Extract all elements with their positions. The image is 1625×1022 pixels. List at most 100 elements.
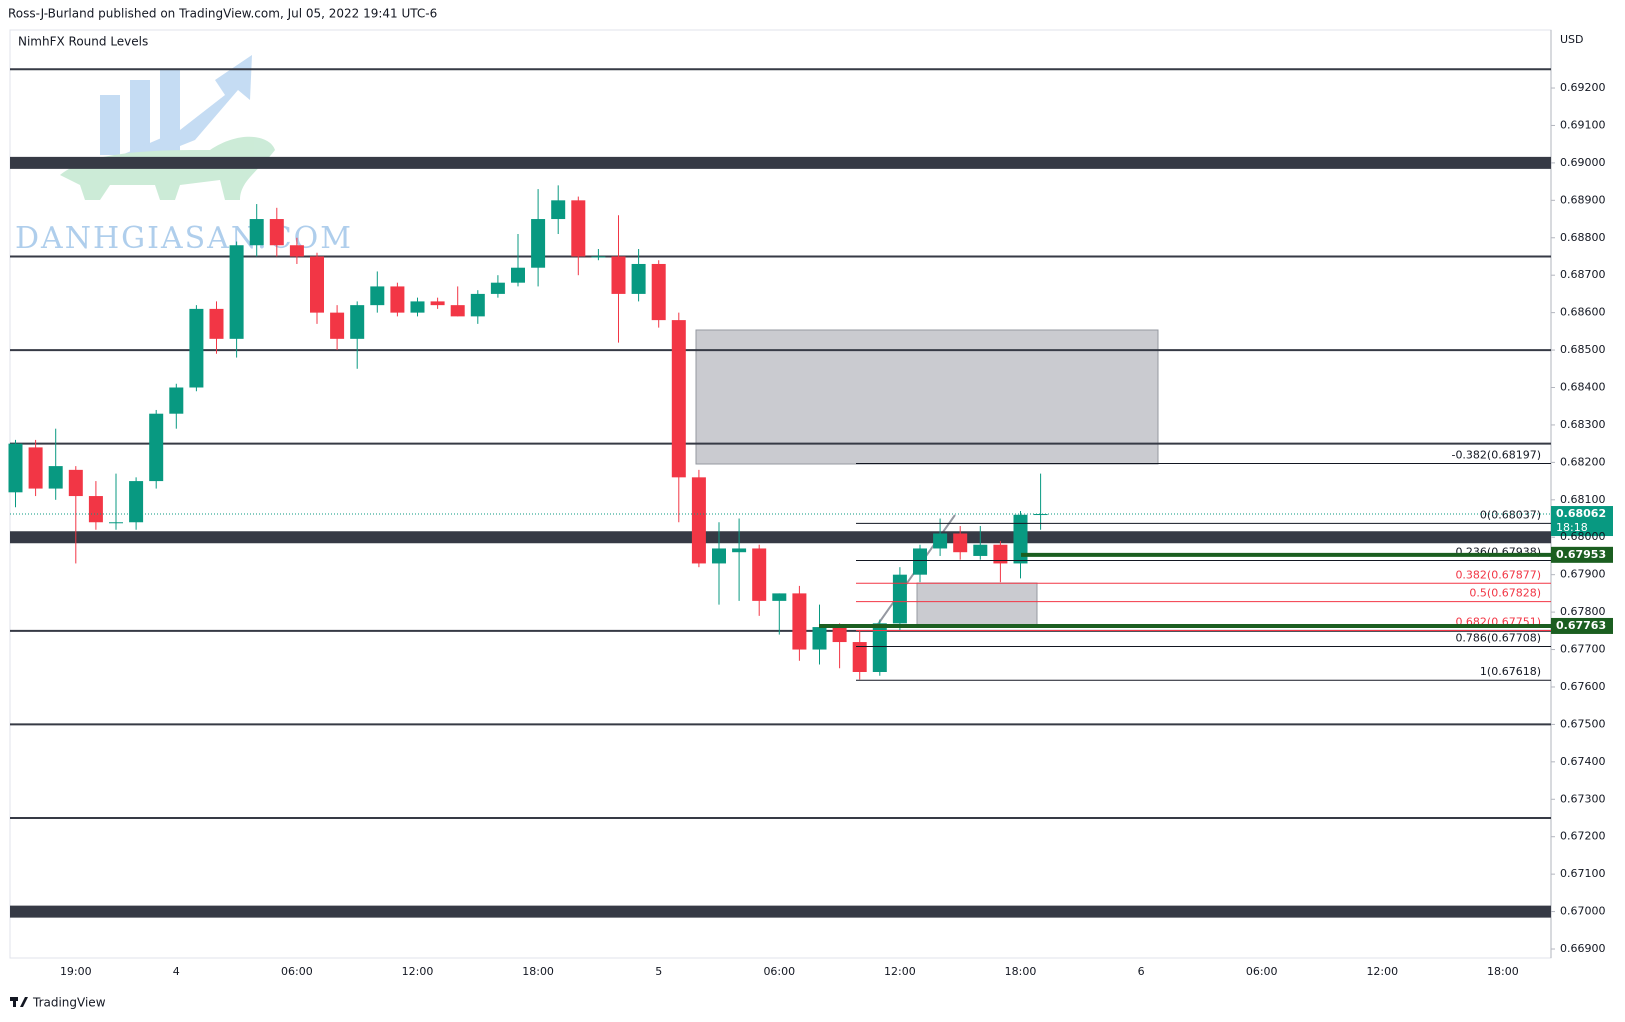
candle-body bbox=[953, 533, 968, 553]
x-tick-label: 19:00 bbox=[60, 965, 92, 978]
zone bbox=[695, 329, 1159, 465]
price-tag-time: 18:18 bbox=[1556, 521, 1588, 534]
candle-body bbox=[812, 627, 827, 650]
y-tick-label: 0.67500 bbox=[1560, 717, 1606, 730]
candle-body bbox=[752, 548, 767, 601]
y-tick-label: 0.69100 bbox=[1560, 118, 1606, 131]
candle-body bbox=[611, 256, 626, 294]
candle-body bbox=[149, 413, 164, 482]
fib-label: 0.382(0.67877) bbox=[1455, 568, 1541, 581]
candle-body bbox=[450, 305, 465, 317]
candle-body bbox=[832, 627, 847, 643]
price-tag-label: 0.67953 bbox=[1556, 548, 1606, 561]
x-tick-label: 12:00 bbox=[1366, 965, 1398, 978]
candle-body bbox=[671, 320, 686, 478]
fib-label: 1(0.67618) bbox=[1480, 665, 1541, 678]
y-tick-label: 0.68900 bbox=[1560, 193, 1606, 206]
candle-body bbox=[571, 200, 586, 257]
y-tick-label: 0.68500 bbox=[1560, 343, 1606, 356]
candle-body bbox=[712, 548, 726, 564]
candle-body bbox=[511, 267, 525, 283]
candle-body bbox=[631, 263, 646, 294]
y-tick-label: 0.68000 bbox=[1560, 530, 1606, 543]
candle-body bbox=[269, 219, 284, 246]
y-tick-label: 0.67200 bbox=[1560, 830, 1606, 843]
candle-body bbox=[390, 286, 405, 313]
candle-body bbox=[209, 308, 224, 339]
candle-body bbox=[531, 219, 546, 268]
candle-body bbox=[68, 469, 83, 497]
y-tick-label: 0.67300 bbox=[1560, 792, 1606, 805]
y-tick-label: 0.68300 bbox=[1560, 418, 1606, 431]
y-tick-label: 0.69200 bbox=[1560, 81, 1606, 94]
y-tick-label: 0.67800 bbox=[1560, 605, 1606, 618]
price-tag bbox=[1551, 546, 1613, 563]
x-tick-label: 06:00 bbox=[281, 965, 313, 978]
y-tick-label: 0.67700 bbox=[1560, 643, 1606, 656]
candle-body bbox=[792, 593, 807, 650]
candle-body bbox=[229, 245, 244, 339]
watermark-logo bbox=[60, 55, 275, 200]
fib-label: -0.382(0.68197) bbox=[1451, 448, 1541, 461]
y-tick-label: 0.68800 bbox=[1560, 231, 1606, 244]
candle-body bbox=[973, 544, 988, 556]
candle-body bbox=[330, 312, 345, 339]
footer-logo bbox=[10, 997, 28, 1007]
candle-body bbox=[772, 593, 787, 601]
candle-body bbox=[591, 256, 606, 258]
x-tick-label: 06:00 bbox=[1246, 965, 1278, 978]
candle-body bbox=[48, 466, 63, 489]
candle-body bbox=[370, 286, 385, 306]
candle-body bbox=[732, 548, 747, 553]
y-tick-label: 0.68100 bbox=[1560, 493, 1606, 506]
candle-body bbox=[109, 522, 123, 524]
y-tick-label: 0.68400 bbox=[1560, 380, 1606, 393]
x-tick-label: 12:00 bbox=[884, 965, 916, 978]
candle-body bbox=[1013, 514, 1028, 564]
x-tick-label: 5 bbox=[655, 965, 662, 978]
y-tick-label: 0.67400 bbox=[1560, 755, 1606, 768]
candle-body bbox=[852, 642, 867, 673]
header: Ross-J-Burland published on TradingView.… bbox=[8, 7, 437, 21]
candle-body bbox=[691, 477, 706, 564]
candle-body bbox=[410, 301, 425, 313]
x-tick-label: 18:00 bbox=[1487, 965, 1519, 978]
price-tag bbox=[1551, 617, 1613, 634]
candle-body bbox=[169, 387, 184, 414]
candle-body bbox=[1033, 514, 1048, 516]
footer: TradingView bbox=[32, 996, 106, 1010]
price-tag-label: 0.68062 bbox=[1556, 507, 1606, 520]
y-tick-label: 0.69000 bbox=[1560, 156, 1606, 169]
candle-body bbox=[872, 623, 887, 673]
candle-body bbox=[913, 548, 927, 575]
candle-body bbox=[490, 282, 505, 294]
x-tick-label: 18:00 bbox=[1005, 965, 1037, 978]
price-tag bbox=[1551, 506, 1613, 537]
y-tick-label: 0.66900 bbox=[1560, 942, 1606, 955]
y-tick-label: 0.68700 bbox=[1560, 268, 1606, 281]
fib-label: 0(0.68037) bbox=[1480, 508, 1541, 521]
price-tag-label: 0.67763 bbox=[1556, 619, 1606, 632]
candle-body bbox=[28, 447, 43, 489]
x-tick-label: 18:00 bbox=[522, 965, 554, 978]
y-axis-label: USD bbox=[1560, 33, 1584, 46]
candle-body bbox=[470, 293, 485, 317]
chart-title: NimhFX Round Levels bbox=[18, 35, 148, 49]
candle-body bbox=[289, 245, 304, 257]
candle-body bbox=[993, 544, 1008, 564]
candle-body bbox=[189, 308, 204, 388]
x-tick-label: 06:00 bbox=[763, 965, 795, 978]
y-tick-label: 0.67900 bbox=[1560, 568, 1606, 581]
candle-body bbox=[88, 496, 103, 523]
candle-body bbox=[430, 301, 445, 306]
candle-body bbox=[310, 256, 324, 313]
x-tick-label: 4 bbox=[173, 965, 180, 978]
y-tick-label: 0.67100 bbox=[1560, 867, 1606, 880]
candles bbox=[8, 185, 1048, 680]
candle-body bbox=[350, 305, 365, 339]
x-tick-label: 12:00 bbox=[402, 965, 434, 978]
levels bbox=[10, 68, 1551, 918]
candle-body bbox=[249, 219, 264, 246]
